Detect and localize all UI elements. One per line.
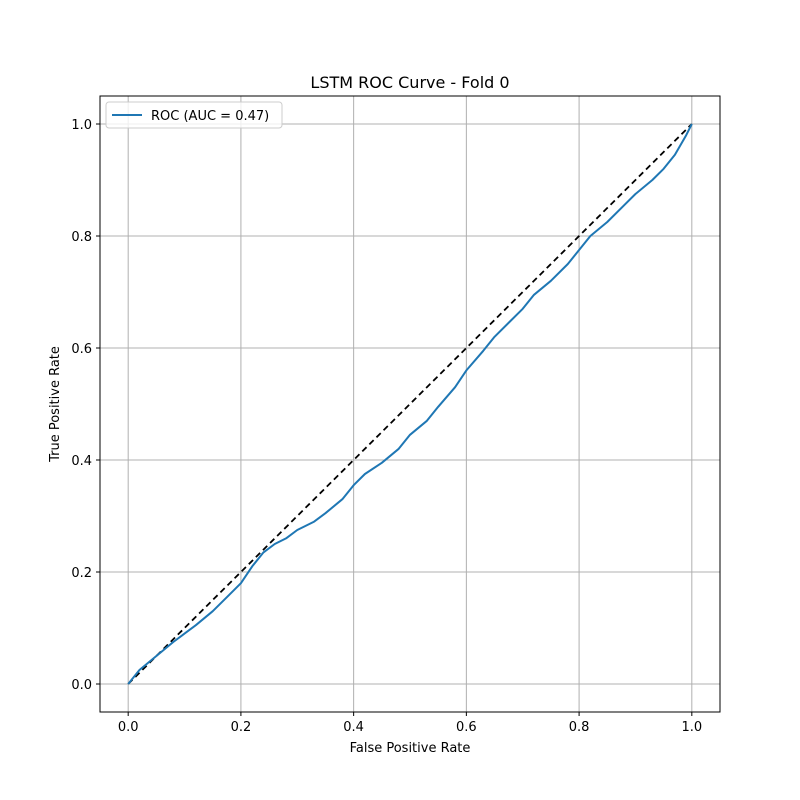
x-tick-label: 1.0 <box>681 720 702 735</box>
axis-ticks: 0.0 0.2 0.4 0.6 0.8 1.0 0.0 0.2 0.4 0.6 0.8 1.0 <box>71 118 702 735</box>
plot-area-frame <box>99 95 721 713</box>
x-axis-label: False Positive Rate <box>350 741 471 756</box>
legend-label-roc: ROC (AUC = 0.47) <box>151 109 269 124</box>
y-tick-label: 0.8 <box>71 230 92 245</box>
roc-curve-line <box>127 123 693 685</box>
x-tick-label: 0.2 <box>231 720 252 735</box>
chance-diagonal-line <box>127 123 693 685</box>
x-tick-label: 0.6 <box>456 720 477 735</box>
y-tick-label: 1.0 <box>71 118 92 133</box>
y-tick-label: 0.0 <box>71 678 92 693</box>
y-tick-label: 0.4 <box>71 454 92 469</box>
x-tick-label: 0.4 <box>343 720 364 735</box>
x-tick-label: 0.8 <box>569 720 590 735</box>
y-axis-label: True Positive Rate <box>48 346 63 463</box>
plot-series <box>127 123 693 685</box>
legend: ROC (AUC = 0.47) <box>105 101 283 129</box>
x-tick-label: 0.0 <box>118 720 139 735</box>
y-tick-label: 0.2 <box>71 566 92 581</box>
chart-title: LSTM ROC Curve - Fold 0 <box>310 73 509 92</box>
y-tick-label: 0.6 <box>71 342 92 357</box>
legend-box <box>105 101 283 129</box>
grid-lines <box>100 96 720 712</box>
